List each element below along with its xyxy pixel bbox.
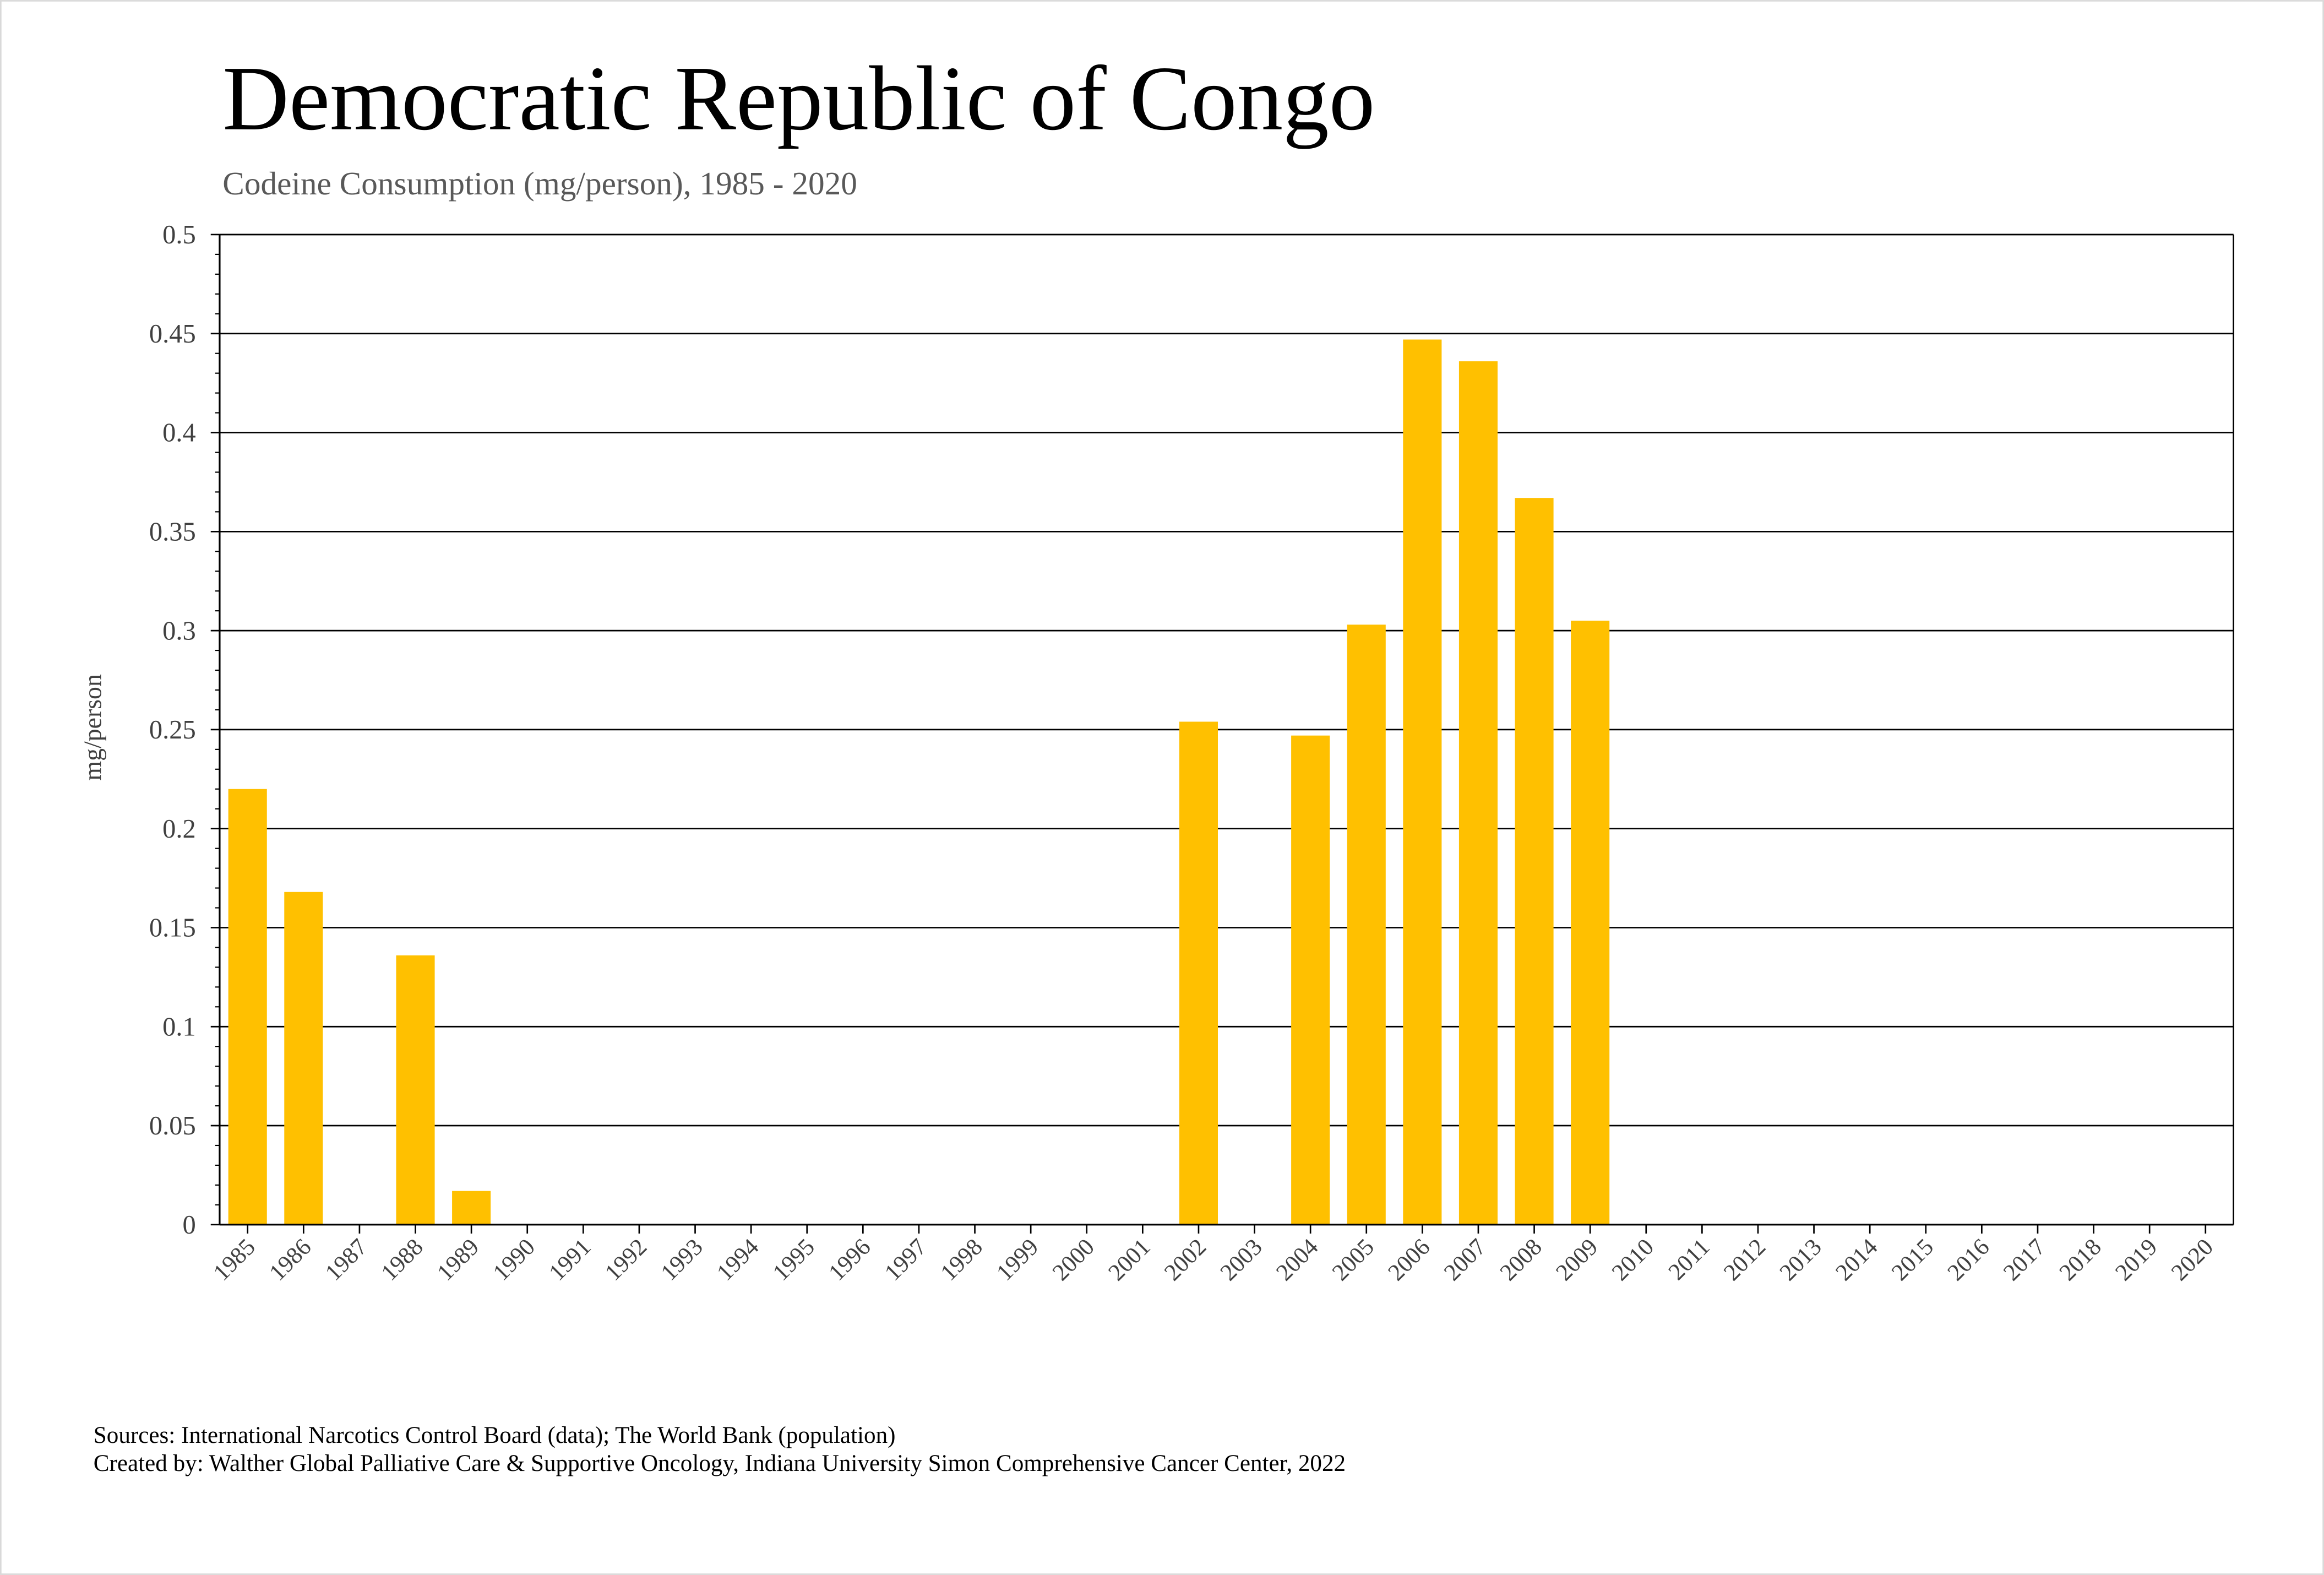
footer-created-by: Created by: Walther Global Palliative Ca… xyxy=(94,1451,1346,1476)
bar-2002 xyxy=(1179,721,1218,1225)
y-tick-label: 0.25 xyxy=(149,715,196,745)
bar-2009 xyxy=(1571,621,1610,1225)
bar-2007 xyxy=(1458,361,1498,1225)
footer-sources: Sources: International Narcotics Control… xyxy=(94,1422,896,1448)
y-axis-label: mg/person xyxy=(78,674,106,780)
bar-2004 xyxy=(1291,735,1330,1225)
bar-1986 xyxy=(284,892,323,1225)
bars xyxy=(228,339,1610,1225)
y-tick-label: 0.45 xyxy=(149,319,196,349)
y-tick-label: 0.2 xyxy=(162,814,196,844)
y-tick-label: 0.35 xyxy=(149,517,196,546)
y-tick-label: 0.4 xyxy=(162,419,196,448)
axes xyxy=(210,233,2234,1234)
bar-1985 xyxy=(228,789,267,1225)
bar-1989 xyxy=(452,1191,491,1225)
y-tick-label: 0.3 xyxy=(162,616,196,645)
y-tick-label: 0.15 xyxy=(149,914,196,943)
y-tick-labels: 0 0.05 0.1 0.15 0.2 0.25 0.3 0.35 0.4 0.45 0.5 xyxy=(149,220,196,1240)
chart-title: Democratic Republic of Congo xyxy=(222,48,1375,150)
y-tick-label: 0.05 xyxy=(149,1111,196,1140)
y-tick-label: 0 xyxy=(183,1210,196,1240)
chart-subtitle: Codeine Consumption (mg/person), 1985 - … xyxy=(222,165,857,202)
bar-2005 xyxy=(1347,624,1386,1225)
bar-2006 xyxy=(1403,339,1442,1225)
y-tick-label: 0.5 xyxy=(162,220,196,249)
bar-2008 xyxy=(1515,498,1554,1225)
y-tick-label: 0.1 xyxy=(162,1012,196,1041)
bar-1988 xyxy=(396,955,435,1225)
